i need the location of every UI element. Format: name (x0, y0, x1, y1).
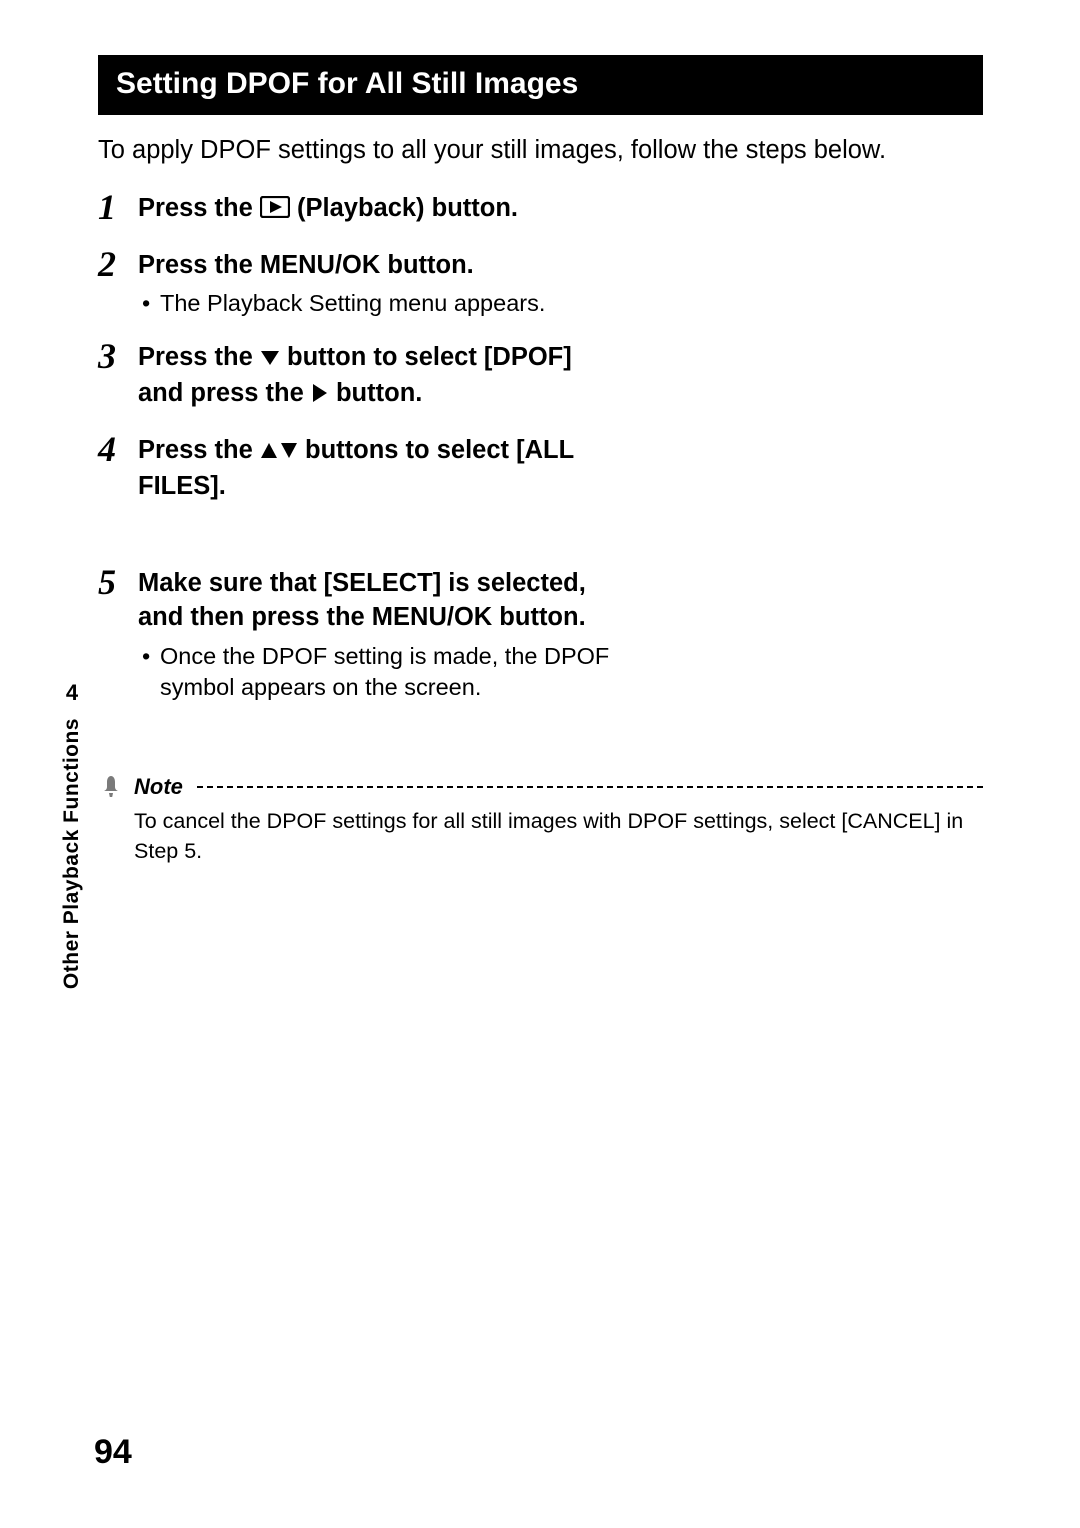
step-number: 2 (98, 246, 138, 282)
chapter-title: Other Playback Functions (60, 718, 84, 989)
note-dash-line (197, 786, 983, 788)
note-label: Note (134, 774, 183, 800)
up-down-triangles-icon (260, 435, 298, 469)
page-content: Setting DPOF for All Still Images To app… (98, 55, 983, 866)
step-2: 2 Press the MENU/OK button. The Playback… (98, 246, 983, 320)
step-sub-list: The Playback Setting menu appears. (138, 288, 983, 320)
intro-text: To apply DPOF settings to all your still… (98, 133, 983, 167)
steps-list: 1 Press the (Playback) button. 2 Press t… (98, 189, 983, 704)
step-sub-list: Once the DPOF setting is made, the DPOF … (138, 641, 983, 704)
step-4: 4 Press the buttons to select [ALL FILES… (98, 431, 983, 504)
text-fragment: Press the (138, 194, 260, 222)
step-number: 1 (98, 189, 138, 225)
step-3: 3 Press the button to select [DPOF] and … (98, 338, 983, 413)
page-number: 94 (94, 1433, 132, 1472)
note-text: To cancel the DPOF settings for all stil… (134, 806, 983, 866)
note-icon (98, 774, 124, 800)
step-1: 1 Press the (Playback) button. (98, 189, 983, 227)
step-body: Make sure that [SELECT] is selected, and… (138, 564, 983, 704)
step-title: Press the (Playback) button. (138, 191, 983, 227)
step-number: 5 (98, 564, 138, 600)
text-fragment: button. (329, 379, 422, 407)
playback-icon (260, 193, 290, 227)
note-block: Note To cancel the DPOF settings for all… (98, 774, 983, 866)
step-sub-item: Once the DPOF setting is made, the DPOF … (138, 641, 638, 704)
chapter-number: 4 (58, 680, 86, 706)
step-body: Press the MENU/OK button. The Playback S… (138, 246, 983, 320)
right-triangle-icon (311, 378, 329, 412)
step-title: Make sure that [SELECT] is selected, and… (138, 566, 598, 635)
step-sub-item: The Playback Setting menu appears. (138, 288, 638, 320)
text-fragment: Press the (138, 343, 260, 371)
step-number: 3 (98, 338, 138, 374)
note-header-row: Note (98, 774, 983, 800)
step-title: Press the buttons to select [ALL FILES]. (138, 433, 598, 504)
section-header: Setting DPOF for All Still Images (98, 55, 983, 115)
text-fragment: Press the (138, 436, 260, 464)
step-5: 5 Make sure that [SELECT] is selected, a… (98, 564, 983, 704)
step-body: Press the button to select [DPOF] and pr… (138, 338, 983, 413)
step-number: 4 (98, 431, 138, 467)
step-body: Press the (Playback) button. (138, 189, 983, 227)
side-tab: 4 Other Playback Functions (58, 680, 86, 994)
step-title: Press the MENU/OK button. (138, 248, 983, 282)
down-triangle-icon (260, 342, 280, 376)
step-title: Press the button to select [DPOF] and pr… (138, 340, 598, 413)
text-fragment: (Playback) button. (290, 194, 518, 222)
step-body: Press the buttons to select [ALL FILES]. (138, 431, 983, 504)
